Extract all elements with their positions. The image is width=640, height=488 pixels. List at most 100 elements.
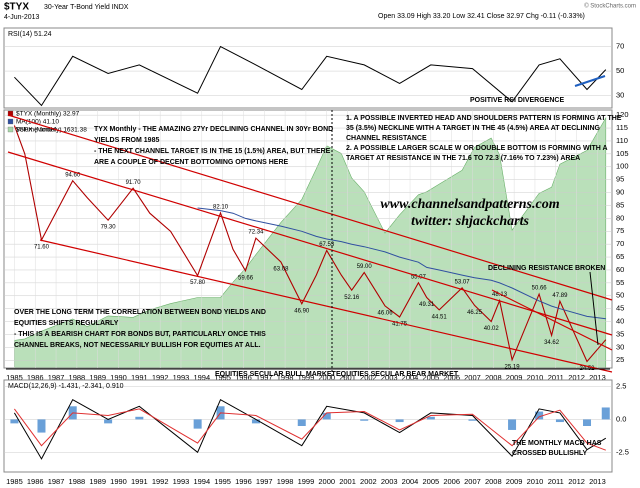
x-tick-label: 1991 — [131, 373, 148, 382]
x-tick-label: 2000 — [318, 373, 335, 382]
x-tick-label: 1988 — [69, 373, 86, 382]
x-tick-label: 1986 — [27, 373, 44, 382]
x-tick-label: 1991 — [131, 477, 148, 486]
histogram-bar — [508, 419, 517, 430]
correlation-note: EQUITIES SHIFTS REGULARLY — [14, 320, 119, 327]
legend-label: Volume undef — [16, 127, 56, 134]
value-label: 57.80 — [190, 280, 206, 286]
x-tick-label: 1998 — [277, 373, 294, 382]
x-tick-label: 1985 — [6, 477, 23, 486]
histogram-bar — [468, 419, 477, 421]
x-tick-label: 1990 — [110, 477, 127, 486]
channel-mid — [7, 151, 613, 336]
y-tick-label: 100 — [616, 162, 629, 171]
resistance-note: DECLINING RESISTANCE BROKEN — [488, 265, 605, 272]
histogram-bar — [135, 416, 144, 420]
y-tick-label: 2.5 — [616, 382, 626, 391]
histogram-bar — [193, 419, 202, 429]
value-label: 41.75 — [392, 322, 408, 328]
value-label: 52.16 — [344, 295, 360, 301]
x-tick-label: 1992 — [152, 373, 169, 382]
x-tick-label: 1996 — [235, 373, 252, 382]
value-label: 72.34 — [248, 230, 264, 236]
value-label: 94.60 — [65, 172, 81, 178]
x-tick-label: 2002 — [360, 373, 377, 382]
quote: Open 33.09 High 33.20 Low 32.41 Close 32… — [378, 13, 585, 20]
y-tick-label: 60 — [616, 265, 624, 274]
y-tick-label: 90 — [616, 188, 624, 197]
legend-label: $TYX (Monthly) 32.97 — [16, 111, 80, 118]
x-tick-label: 2002 — [360, 477, 377, 486]
y-tick-label: 25 — [616, 355, 624, 364]
x-tick-label: 1994 — [193, 477, 210, 486]
x-tick-label: 1994 — [193, 373, 210, 382]
value-label: 44.51 — [432, 315, 448, 321]
bear-note: EQUITIES SECULAR BEAR MARKET — [336, 371, 459, 378]
x-tick-label: 2004 — [402, 477, 419, 486]
patterns-note: 1. A POSSIBLE INVERTED HEAD AND SHOULDER… — [346, 115, 622, 122]
panel-frame — [3, 27, 613, 109]
histogram-bar — [555, 419, 564, 423]
correlation-note: OVER THE LONG TERM THE CORRELATION BETWE… — [14, 309, 266, 316]
x-tick-label: 1990 — [110, 373, 127, 382]
x-tick-label: 2007 — [464, 477, 481, 486]
y-tick-label: 115 — [616, 123, 628, 132]
x-tick-label: 2006 — [443, 477, 460, 486]
y-tick-label: 50 — [616, 291, 624, 300]
x-tick-label: 1999 — [298, 477, 315, 486]
rsi-note: POSITIVE RSI DIVERGENCE — [470, 97, 564, 104]
histogram-bar — [601, 407, 610, 420]
patterns-note: TARGET AT RESISTANCE IN THE 71.6 TO 72.3… — [346, 155, 580, 162]
x-tick-label: 2009 — [506, 373, 523, 382]
x-tick-label: 2003 — [381, 373, 398, 382]
legend-swatch — [7, 118, 14, 125]
panel-frame — [3, 109, 613, 369]
x-tick-label: 2013 — [589, 477, 606, 486]
panel-frame — [3, 379, 613, 473]
value-label: 59.66 — [238, 275, 254, 281]
ma-line — [197, 207, 606, 320]
y-tick-label: 50 — [616, 66, 624, 75]
value-label: 40.02 — [484, 326, 500, 332]
x-tick-label: 2012 — [568, 373, 585, 382]
macd-line — [13, 408, 606, 451]
y-tick-label: 40 — [616, 317, 624, 326]
x-tick-label: 2003 — [381, 477, 398, 486]
y-tick-label: 55 — [616, 278, 624, 287]
channel-note: TYX Monthly - THE AMAZING 27Yr DECLINING… — [94, 126, 333, 133]
value-label: 63.08 — [273, 267, 289, 273]
y-tick-label: 35 — [616, 329, 624, 338]
y-tick-label: 120 — [616, 110, 629, 119]
channel-note: ARE A COUPLE OF DECENT BOTTOMING OPTIONS… — [94, 159, 289, 166]
y-tick-label: 65 — [616, 252, 624, 261]
histogram-bar — [322, 412, 331, 420]
x-tick-label: 2008 — [485, 373, 502, 382]
broken-arrow — [589, 271, 599, 346]
value-label: 59.00 — [357, 264, 373, 270]
channel-upper — [7, 114, 613, 301]
y-tick-label: 0.0 — [616, 414, 626, 423]
x-tick-label: 1988 — [69, 477, 86, 486]
y-tick-label: 95 — [616, 175, 624, 184]
value-label: 67.53 — [319, 242, 335, 248]
x-tick-label: 2011 — [548, 373, 564, 382]
y-tick-label: -2.5 — [616, 447, 629, 456]
histogram-bar — [251, 419, 260, 424]
bull-note: EQUITIES SECULAR BULL MARKET — [215, 371, 337, 378]
channel-note: - THE NEXT CHANNEL TARGET IS IN THE 15 (… — [94, 148, 331, 155]
macd-line — [13, 398, 607, 460]
histogram-bar — [426, 416, 435, 420]
macd-note: CROSSED BULLISHLY — [512, 450, 588, 457]
panel-title: MACD(12,26,9) -1.431, -2.341, 0.910 — [8, 383, 124, 390]
x-tick-label: 1986 — [27, 477, 44, 486]
legend-swatch — [7, 126, 14, 133]
histogram-bar — [297, 419, 306, 426]
value-label: 91.70 — [126, 180, 142, 186]
symbol-name: 30-Year T-Bond Yield INDX — [44, 4, 129, 11]
value-label: 48.13 — [492, 292, 508, 298]
x-tick-label: 1993 — [173, 477, 190, 486]
value-label: 47.89 — [552, 293, 568, 299]
website: www.channelsandpatterns.com — [380, 197, 559, 212]
x-tick-label: 1999 — [298, 373, 315, 382]
